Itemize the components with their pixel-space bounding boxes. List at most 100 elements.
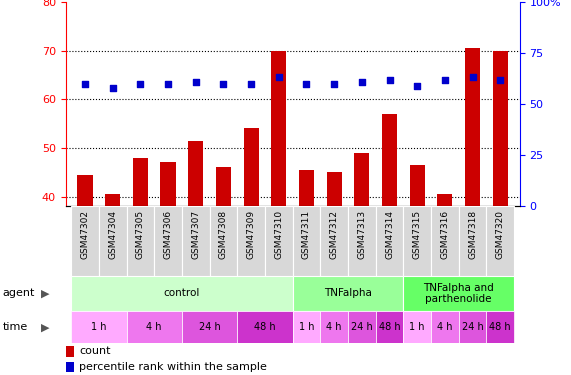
Bar — [238, 311, 293, 343]
Bar — [105, 194, 120, 206]
Point — [219, 81, 228, 87]
Text: 1 h: 1 h — [91, 322, 107, 332]
Bar — [66, 346, 74, 357]
Bar — [348, 311, 376, 343]
Bar — [437, 194, 452, 206]
Point — [468, 75, 477, 81]
Bar — [271, 51, 287, 206]
Text: GSM47304: GSM47304 — [108, 210, 117, 259]
Bar — [354, 153, 369, 206]
Bar — [459, 206, 486, 276]
Bar — [182, 206, 210, 276]
Bar — [210, 206, 238, 276]
Bar — [127, 206, 154, 276]
Bar — [216, 167, 231, 206]
Point — [163, 81, 172, 87]
Bar — [465, 48, 480, 206]
Bar — [133, 158, 148, 206]
Text: GSM47313: GSM47313 — [357, 210, 367, 259]
Bar — [382, 114, 397, 206]
Text: count: count — [79, 346, 111, 356]
Bar — [127, 311, 182, 343]
Bar — [403, 206, 431, 276]
Text: GSM47318: GSM47318 — [468, 210, 477, 259]
Bar — [238, 206, 265, 276]
Point — [136, 81, 145, 87]
Text: 48 h: 48 h — [254, 322, 276, 332]
Text: control: control — [164, 288, 200, 298]
Text: GSM47308: GSM47308 — [219, 210, 228, 259]
Bar — [71, 311, 127, 343]
Point — [385, 76, 394, 82]
Text: GSM47306: GSM47306 — [163, 210, 172, 259]
Bar — [348, 206, 376, 276]
Point — [496, 76, 505, 82]
Point — [329, 81, 339, 87]
Bar — [403, 311, 431, 343]
Bar — [71, 276, 293, 311]
Bar — [293, 276, 403, 311]
Point — [274, 75, 283, 81]
Text: GSM47316: GSM47316 — [440, 210, 449, 259]
Text: 1 h: 1 h — [409, 322, 425, 332]
Bar — [376, 311, 403, 343]
Bar — [327, 172, 342, 206]
Point — [108, 85, 117, 91]
Text: 1 h: 1 h — [299, 322, 314, 332]
Text: 48 h: 48 h — [379, 322, 400, 332]
Text: ▶: ▶ — [41, 322, 50, 332]
Bar — [431, 311, 459, 343]
Text: GSM47305: GSM47305 — [136, 210, 145, 259]
Text: TNFalpha and
parthenolide: TNFalpha and parthenolide — [423, 283, 494, 304]
Point — [440, 76, 449, 82]
Bar — [160, 162, 176, 206]
Bar — [182, 311, 238, 343]
Text: time: time — [3, 322, 28, 332]
Point — [191, 79, 200, 85]
Text: GSM47315: GSM47315 — [413, 210, 422, 259]
Bar — [299, 170, 314, 206]
Text: GSM47314: GSM47314 — [385, 210, 394, 259]
Point — [302, 81, 311, 87]
Text: GSM47311: GSM47311 — [302, 210, 311, 259]
Text: 4 h: 4 h — [147, 322, 162, 332]
Text: GSM47320: GSM47320 — [496, 210, 505, 259]
Text: 24 h: 24 h — [351, 322, 373, 332]
Point — [357, 79, 367, 85]
Text: 4 h: 4 h — [327, 322, 342, 332]
Text: 4 h: 4 h — [437, 322, 453, 332]
Bar — [431, 206, 459, 276]
Bar — [265, 206, 293, 276]
Text: GSM47309: GSM47309 — [247, 210, 256, 259]
Bar — [376, 206, 403, 276]
Bar — [71, 206, 99, 276]
Point — [413, 82, 422, 88]
Bar — [486, 206, 514, 276]
Bar — [99, 206, 127, 276]
Bar — [243, 128, 259, 206]
Text: 48 h: 48 h — [489, 322, 511, 332]
Bar — [154, 206, 182, 276]
Text: GSM47310: GSM47310 — [274, 210, 283, 259]
Bar — [66, 362, 74, 372]
Bar — [293, 311, 320, 343]
Text: agent: agent — [3, 288, 35, 298]
Bar — [78, 175, 93, 206]
Text: percentile rank within the sample: percentile rank within the sample — [79, 362, 267, 372]
Bar — [486, 311, 514, 343]
Text: GSM47307: GSM47307 — [191, 210, 200, 259]
Bar — [403, 276, 514, 311]
Text: 24 h: 24 h — [462, 322, 484, 332]
Text: GSM47302: GSM47302 — [81, 210, 90, 259]
Bar — [459, 311, 486, 343]
Bar — [320, 311, 348, 343]
Point — [247, 81, 256, 87]
Text: GSM47312: GSM47312 — [329, 210, 339, 259]
Bar — [320, 206, 348, 276]
Bar — [188, 141, 203, 206]
Point — [81, 81, 90, 87]
Text: 24 h: 24 h — [199, 322, 220, 332]
Text: TNFalpha: TNFalpha — [324, 288, 372, 298]
Bar — [493, 51, 508, 206]
Bar — [293, 206, 320, 276]
